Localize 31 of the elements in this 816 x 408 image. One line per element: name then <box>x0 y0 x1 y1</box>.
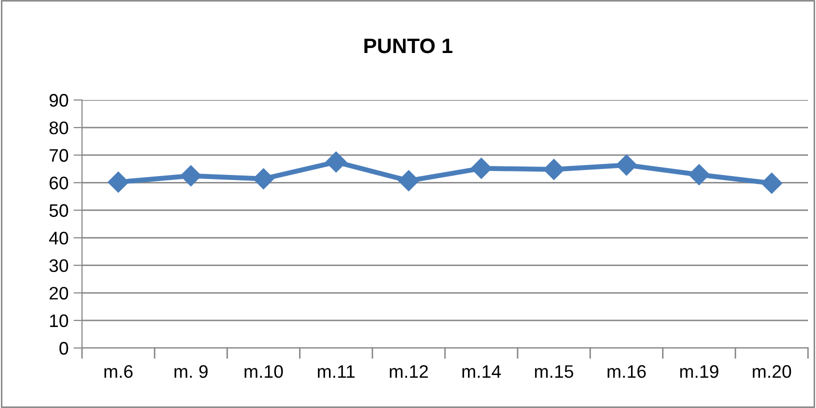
y-tick-label: 50 <box>49 204 68 217</box>
y-tick-label: 0 <box>59 342 68 355</box>
point <box>470 158 492 179</box>
point <box>108 172 129 193</box>
y-tick-label: 20 <box>50 286 68 300</box>
point <box>326 151 347 173</box>
x-tick-label: m.6 <box>104 365 133 378</box>
point <box>761 172 782 194</box>
y-tick-label: 90 <box>50 94 68 107</box>
y-tick-label: 40 <box>49 232 68 244</box>
x-tick-label: m.14 <box>462 365 501 378</box>
point <box>252 168 274 190</box>
y-tick-label: 30 <box>49 259 68 272</box>
point <box>616 154 638 176</box>
point <box>543 158 564 180</box>
x-tick-label: m.20 <box>752 365 792 378</box>
x-tick-label: m.15 <box>535 365 574 378</box>
chart-title: PUNTO 1 <box>364 38 452 54</box>
x-tick-label: m.19 <box>680 365 718 378</box>
x-tick-label: m.10 <box>244 365 283 378</box>
point <box>688 164 710 186</box>
y-tick-label: 70 <box>50 149 68 162</box>
x-tick-label: m.16 <box>608 365 646 378</box>
x-tick-label: m.12 <box>390 365 428 378</box>
y-tick-label: 60 <box>50 176 68 190</box>
y-tick-label: 80 <box>50 121 68 134</box>
x-tick-label: m.11 <box>318 365 355 378</box>
point <box>180 165 202 186</box>
x-tick-label: m. 9 <box>174 365 208 378</box>
y-tick-label: 10 <box>50 314 68 328</box>
point <box>398 170 420 192</box>
